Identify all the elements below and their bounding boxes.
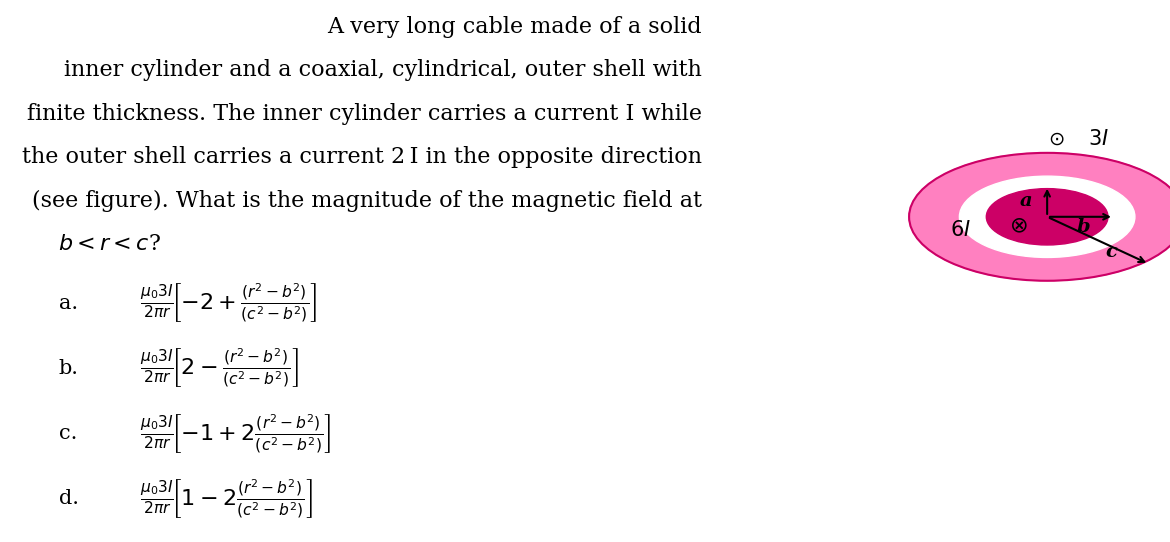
Text: $\frac{\mu_0 3I}{2\pi r}\!\left[2 - \frac{(r^2-b^2)}{(c^2-b^2)}\right]$: $\frac{\mu_0 3I}{2\pi r}\!\left[2 - \fra…: [140, 347, 300, 390]
Text: $\frac{\mu_0 3I}{2\pi r}\!\left[1 - 2\frac{(r^2-b^2)}{(c^2-b^2)}\right]$: $\frac{\mu_0 3I}{2\pi r}\!\left[1 - 2\fr…: [140, 477, 314, 520]
Text: $\frac{\mu_0 3I}{2\pi r}\!\left[-1 + 2\frac{(r^2-b^2)}{(c^2-b^2)}\right]$: $\frac{\mu_0 3I}{2\pi r}\!\left[-1 + 2\f…: [140, 412, 332, 455]
Text: b.: b.: [58, 359, 78, 378]
Text: finite thickness. The inner cylinder carries a current I while: finite thickness. The inner cylinder car…: [27, 103, 702, 125]
Circle shape: [959, 176, 1135, 257]
Text: the outer shell carries a current 2 I in the opposite direction: the outer shell carries a current 2 I in…: [22, 146, 702, 168]
Text: a: a: [1020, 192, 1032, 210]
Text: b: b: [1076, 217, 1090, 236]
Text: c.: c.: [58, 424, 77, 443]
Text: $\odot$: $\odot$: [1048, 130, 1065, 149]
Text: $b < r < c$?: $b < r < c$?: [58, 233, 161, 255]
Text: c: c: [1106, 243, 1117, 261]
Text: (see figure). What is the magnitude of the magnetic field at: (see figure). What is the magnitude of t…: [32, 190, 702, 211]
Text: a.: a.: [58, 294, 77, 313]
Text: $\frac{\mu_0 3I}{2\pi r}\!\left[-2 + \frac{(r^2-b^2)}{(c^2-b^2)}\right]$: $\frac{\mu_0 3I}{2\pi r}\!\left[-2 + \fr…: [140, 282, 318, 325]
Text: $6I$: $6I$: [950, 221, 971, 240]
Text: A very long cable made of a solid: A very long cable made of a solid: [328, 16, 702, 38]
Text: inner cylinder and a coaxial, cylindrical, outer shell with: inner cylinder and a coaxial, cylindrica…: [64, 60, 702, 81]
Circle shape: [909, 153, 1170, 281]
Text: $3I$: $3I$: [1088, 130, 1109, 149]
Text: d.: d.: [58, 489, 78, 508]
Circle shape: [986, 189, 1108, 245]
Text: $\otimes$: $\otimes$: [1009, 217, 1027, 236]
